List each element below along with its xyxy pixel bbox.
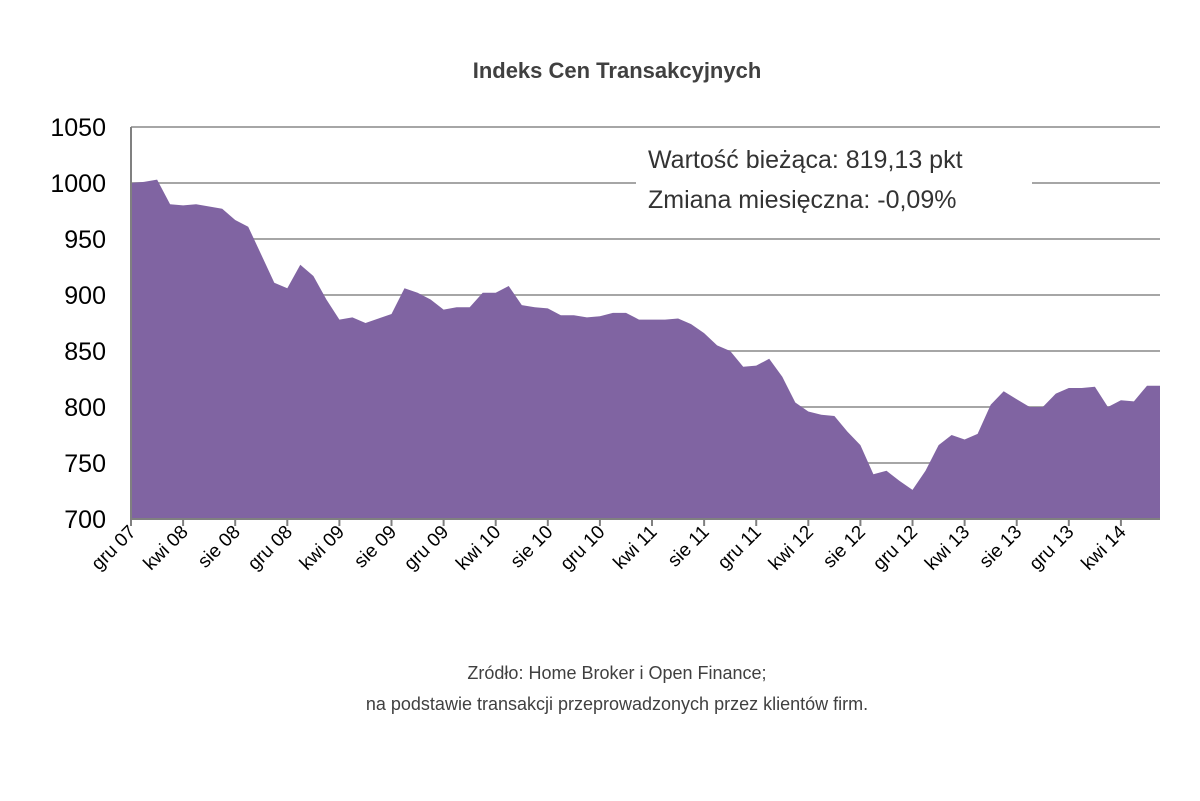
x-tick-label: gru 12 [869, 522, 922, 575]
x-tick-label: kwi 08 [140, 522, 193, 575]
chart-title: Indeks Cen Transakcyjnych [473, 58, 762, 83]
axes [130, 127, 1160, 520]
y-tick-label: 900 [64, 282, 106, 310]
y-tick-label: 950 [64, 226, 106, 254]
x-tick-label: sie 11 [664, 522, 714, 572]
x-tick-label: gru 10 [557, 522, 610, 575]
annotation-current-value: Wartość bieżąca: 819,13 pkt [648, 146, 963, 174]
y-axis-ticks: 700 750 800 850 900 950 1000 1050 [50, 114, 106, 534]
x-tick-label: kwi 13 [921, 522, 974, 575]
x-axis-ticks: gru 07 kwi 08 sie 08 gru 08 kwi 09 sie 09 gru … [88, 519, 1131, 575]
x-tick-label: kwi 09 [296, 522, 349, 575]
series-area [131, 179, 1160, 519]
x-tick-label: gru 09 [400, 522, 453, 575]
x-tick-label: gru 13 [1025, 522, 1078, 575]
annotation-monthly-change: Zmiana miesięczna: -0,09% [648, 186, 956, 214]
x-tick-label: sie 12 [819, 522, 870, 573]
y-tick-label: 700 [64, 506, 106, 534]
x-tick-label: sie 08 [194, 522, 245, 573]
x-tick-label: sie 10 [507, 522, 558, 573]
x-tick-label: kwi 10 [452, 522, 505, 575]
source-line-1: Zródło: Home Broker i Open Finance; [467, 663, 766, 683]
x-tick-label: sie 13 [976, 522, 1027, 573]
source-line-2: na podstawie transakcji przeprowadzonych… [366, 694, 868, 714]
x-tick-label: kwi 11 [610, 522, 662, 574]
annotation-box [636, 140, 1032, 224]
x-tick-label: kwi 12 [765, 522, 818, 575]
y-tick-label: 750 [64, 450, 106, 478]
x-tick-label: sie 09 [350, 522, 401, 573]
y-tick-label: 800 [64, 394, 106, 422]
x-tick-label: gru 08 [244, 522, 297, 575]
y-tick-label: 1050 [50, 114, 106, 142]
x-tick-label: gru 11 [714, 522, 766, 574]
y-tick-label: 850 [64, 338, 106, 366]
x-tick-label: kwi 14 [1078, 521, 1131, 574]
y-tick-label: 1000 [50, 170, 106, 198]
